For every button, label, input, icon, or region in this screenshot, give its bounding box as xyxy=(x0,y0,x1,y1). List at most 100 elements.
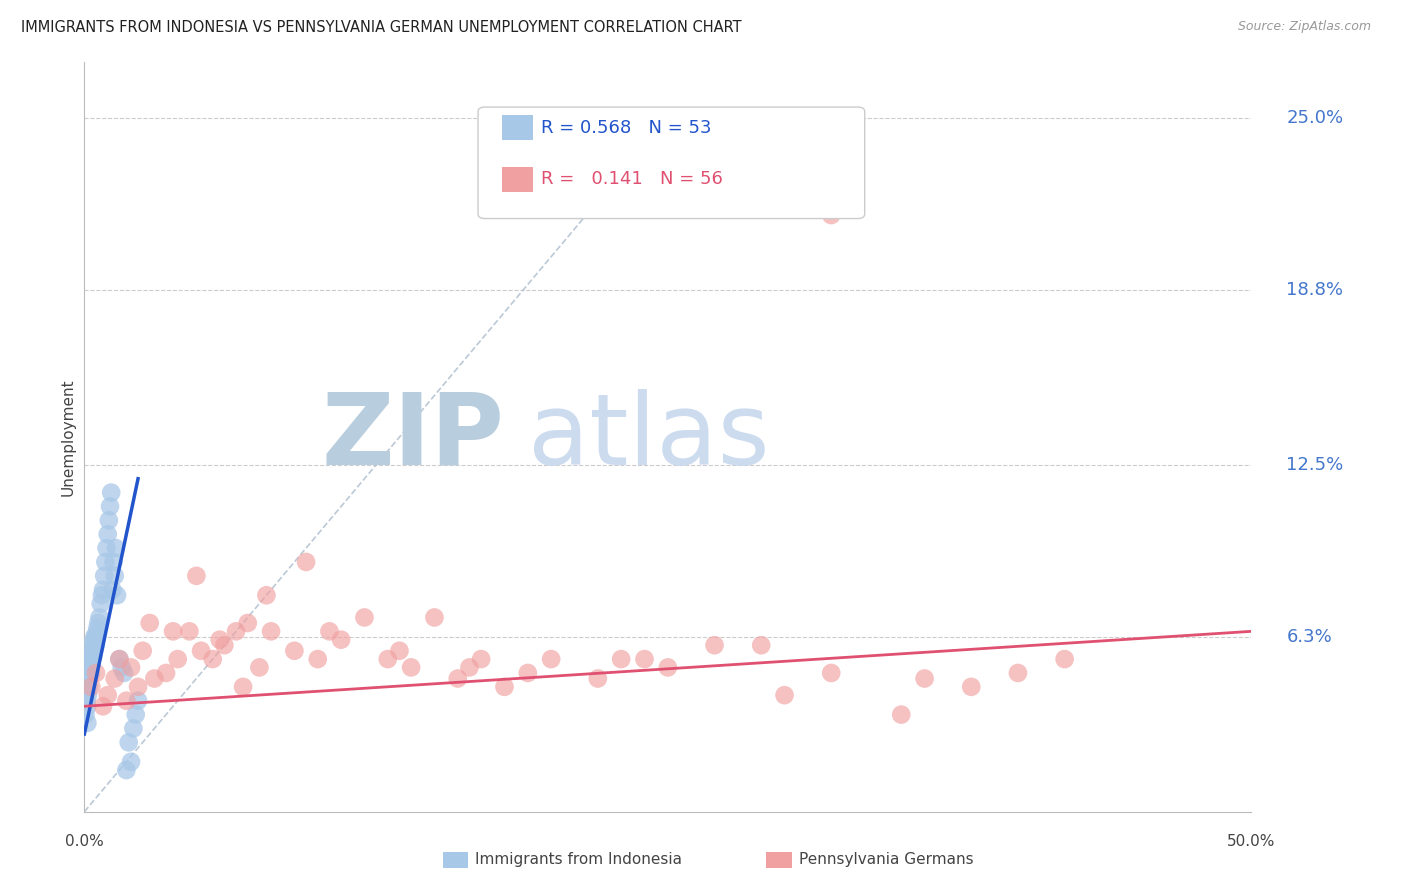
Point xyxy=(80,657,103,672)
Point xyxy=(98,500,121,514)
Point xyxy=(104,541,127,555)
Point xyxy=(76,699,98,714)
Point xyxy=(633,652,655,666)
Point xyxy=(143,672,166,686)
Point xyxy=(318,624,340,639)
Point xyxy=(79,660,101,674)
Point xyxy=(105,588,128,602)
Point xyxy=(120,755,142,769)
Text: IMMIGRANTS FROM INDONESIA VS PENNSYLVANIA GERMAN UNEMPLOYMENT CORRELATION CHART: IMMIGRANTS FROM INDONESIA VS PENNSYLVANI… xyxy=(21,20,742,35)
Point xyxy=(225,624,247,639)
Y-axis label: Unemployment: Unemployment xyxy=(60,378,76,496)
Text: 12.5%: 12.5% xyxy=(1286,456,1344,474)
Point xyxy=(115,763,138,777)
Point xyxy=(82,635,104,649)
Point xyxy=(516,665,538,680)
Point xyxy=(388,644,411,658)
Point xyxy=(108,652,131,666)
Point xyxy=(610,652,633,666)
Point xyxy=(703,638,725,652)
Point xyxy=(91,582,114,597)
Point xyxy=(155,665,177,680)
Text: atlas: atlas xyxy=(527,389,769,485)
Point xyxy=(79,665,101,680)
Point xyxy=(260,624,283,639)
Point xyxy=(77,672,100,686)
Point xyxy=(657,660,679,674)
Text: Pennsylvania Germans: Pennsylvania Germans xyxy=(799,853,973,867)
Point xyxy=(820,665,842,680)
Point xyxy=(84,638,107,652)
Point xyxy=(75,707,97,722)
Point xyxy=(79,655,101,669)
Text: R =   0.141   N = 56: R = 0.141 N = 56 xyxy=(541,170,723,188)
Point xyxy=(111,660,134,674)
Point xyxy=(77,680,100,694)
Point xyxy=(93,569,115,583)
Point xyxy=(104,569,127,583)
Point xyxy=(82,649,104,664)
Point xyxy=(254,588,277,602)
Point xyxy=(377,652,399,666)
Point xyxy=(108,652,131,666)
Point xyxy=(83,638,105,652)
Point xyxy=(94,555,117,569)
Point xyxy=(80,680,103,694)
Point xyxy=(166,652,188,666)
Point xyxy=(84,665,107,680)
Point xyxy=(353,610,375,624)
Point xyxy=(307,652,329,666)
Point xyxy=(79,663,101,677)
Point xyxy=(201,652,224,666)
Point xyxy=(186,569,208,583)
Text: ZIP: ZIP xyxy=(322,389,505,485)
Text: 6.3%: 6.3% xyxy=(1286,628,1331,646)
Point xyxy=(162,624,184,639)
Point xyxy=(540,652,562,666)
Point xyxy=(283,644,305,658)
Point xyxy=(586,672,609,686)
Point xyxy=(87,615,110,630)
Point xyxy=(127,694,149,708)
Point xyxy=(399,660,422,674)
Point xyxy=(112,665,135,680)
Point xyxy=(82,644,104,658)
Point xyxy=(100,485,122,500)
Text: 50.0%: 50.0% xyxy=(1227,834,1275,849)
Text: 0.0%: 0.0% xyxy=(65,834,104,849)
Point xyxy=(83,632,105,647)
Point xyxy=(103,555,125,569)
Point xyxy=(125,707,148,722)
Point xyxy=(80,652,103,666)
Point xyxy=(96,541,118,555)
Point xyxy=(89,610,111,624)
Point xyxy=(115,694,138,708)
Point xyxy=(179,624,201,639)
Point xyxy=(80,665,103,680)
Point xyxy=(77,672,100,686)
Text: Source: ZipAtlas.com: Source: ZipAtlas.com xyxy=(1237,20,1371,33)
Point xyxy=(104,672,127,686)
Point xyxy=(458,660,481,674)
Point xyxy=(120,660,142,674)
Point xyxy=(960,680,983,694)
Point xyxy=(75,680,97,694)
Point xyxy=(773,688,796,702)
Point xyxy=(1053,652,1076,666)
Point xyxy=(97,513,120,527)
Point xyxy=(330,632,353,647)
Point xyxy=(1007,665,1029,680)
Point xyxy=(76,694,98,708)
Text: 18.8%: 18.8% xyxy=(1286,281,1343,299)
Point xyxy=(494,680,516,694)
Point xyxy=(914,672,936,686)
Point xyxy=(97,527,120,541)
Point xyxy=(83,630,105,644)
Point xyxy=(90,588,112,602)
Point xyxy=(820,208,842,222)
Point xyxy=(86,622,108,636)
Point xyxy=(76,715,98,730)
Point xyxy=(208,632,231,647)
Point xyxy=(127,680,149,694)
Point xyxy=(122,722,145,736)
